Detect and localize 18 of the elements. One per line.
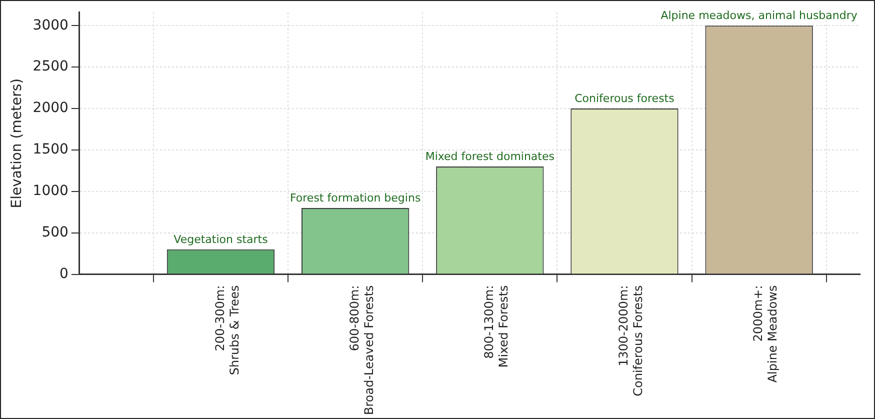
y-tick-label: 3000 <box>32 17 68 34</box>
x-tick-label: 2000m+: Alpine Meadows <box>751 285 780 383</box>
y-tick-label: 500 <box>42 224 68 240</box>
x-tick-label: 800-1300m: Mixed Forests <box>482 285 510 368</box>
x-tick-label: 200-300m: Shrubs & Trees <box>212 285 242 376</box>
annotation: Mixed forest dominates <box>425 150 555 163</box>
x-tick-label: 1300-2000m: Coniferous Forests <box>616 285 646 396</box>
y-tick-label: 1000 <box>32 183 68 200</box>
y-tick-label: 0 <box>60 266 68 282</box>
annotation: Alpine meadows, animal husbandry <box>660 9 858 22</box>
y-tick-label: 2000 <box>32 100 68 116</box>
annotation: Forest formation begins <box>290 191 421 204</box>
y-tick-label: 2500 <box>32 58 68 75</box>
x-tick-label: 600-800m: Broad-Leaved Forests <box>347 285 376 415</box>
y-tick-label: 1500 <box>32 142 68 158</box>
y-axis-title: Elevation (meters) <box>9 78 26 208</box>
annotation: Coniferous forests <box>574 92 675 105</box>
annotation: Vegetation starts <box>174 232 268 246</box>
